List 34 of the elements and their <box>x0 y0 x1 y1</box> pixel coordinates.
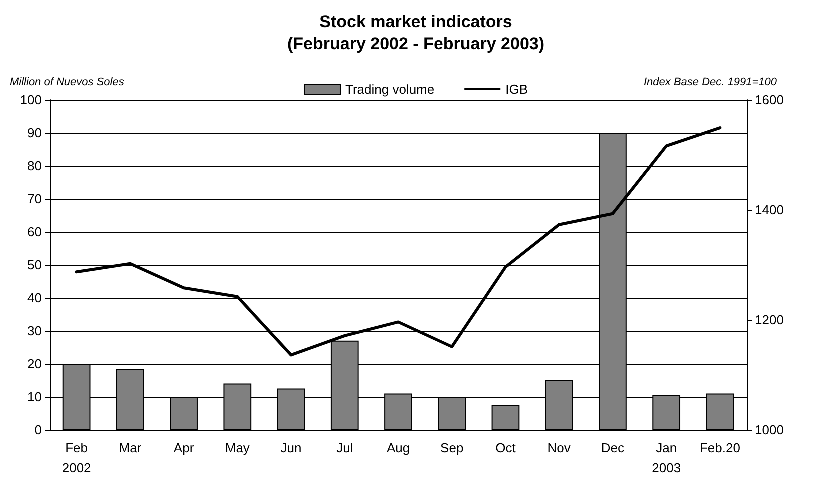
y2-tick-label: 1000 <box>755 422 784 438</box>
y-tick-label: 100 <box>20 92 42 108</box>
legend-label: IGB <box>506 82 528 97</box>
bar <box>492 405 520 430</box>
x-tick-label: Mar <box>119 440 142 456</box>
x-tick-label: Jun <box>280 440 302 456</box>
y2-tick-label: 1200 <box>755 312 784 328</box>
y-tick-label: 80 <box>28 158 42 174</box>
y-tick-label: 40 <box>28 290 42 306</box>
x-tick-label: Feb.20 <box>700 440 740 456</box>
x-tick-label: Jul <box>336 440 354 456</box>
y-tick-label: 50 <box>28 258 42 272</box>
y2-tick-label: 1400 <box>755 202 784 218</box>
x-tick-label: Oct <box>496 440 516 456</box>
y-tick-label: 60 <box>28 224 42 240</box>
x-tick-label: Apr <box>174 440 195 456</box>
chart-title: Stock market indicators (February 2002 - February 2003) <box>287 12 545 54</box>
x-tick-label: Feb 2002 <box>62 440 92 476</box>
y-tick-label: 0 <box>34 422 42 438</box>
y2-tick-label: 1600 <box>755 92 784 108</box>
y-tick-label: 70 <box>28 192 42 206</box>
x-tick-label: Jan 2003 <box>652 440 682 476</box>
y-tick-label: 20 <box>28 356 42 372</box>
x-tick-label: Nov <box>548 440 572 456</box>
x-tick-label: Sep <box>440 440 464 456</box>
y-axis-title: Million of Nuevos Soles <box>10 76 125 88</box>
y-tick-label: 10 <box>28 390 42 404</box>
y-tick-label: 90 <box>28 126 42 140</box>
legend-label: Trading volume <box>345 82 435 97</box>
x-tick-label: May <box>225 440 250 456</box>
y2-axis-title: Index Base Dec. 1991=100 <box>644 76 778 88</box>
y-tick-label: 30 <box>28 324 42 338</box>
x-tick-label: Dec <box>601 440 626 456</box>
x-tick-label: Aug <box>386 440 410 456</box>
